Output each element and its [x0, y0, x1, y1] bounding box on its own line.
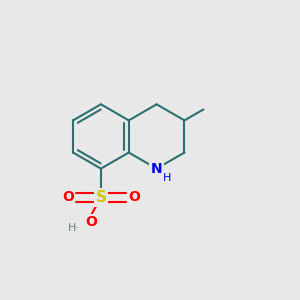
Text: S: S	[95, 190, 106, 205]
Text: N: N	[151, 162, 162, 176]
Text: O: O	[85, 215, 97, 229]
Text: H·: H·	[68, 223, 80, 233]
Text: O: O	[62, 190, 74, 204]
Text: H: H	[163, 173, 171, 183]
Text: O: O	[128, 190, 140, 204]
